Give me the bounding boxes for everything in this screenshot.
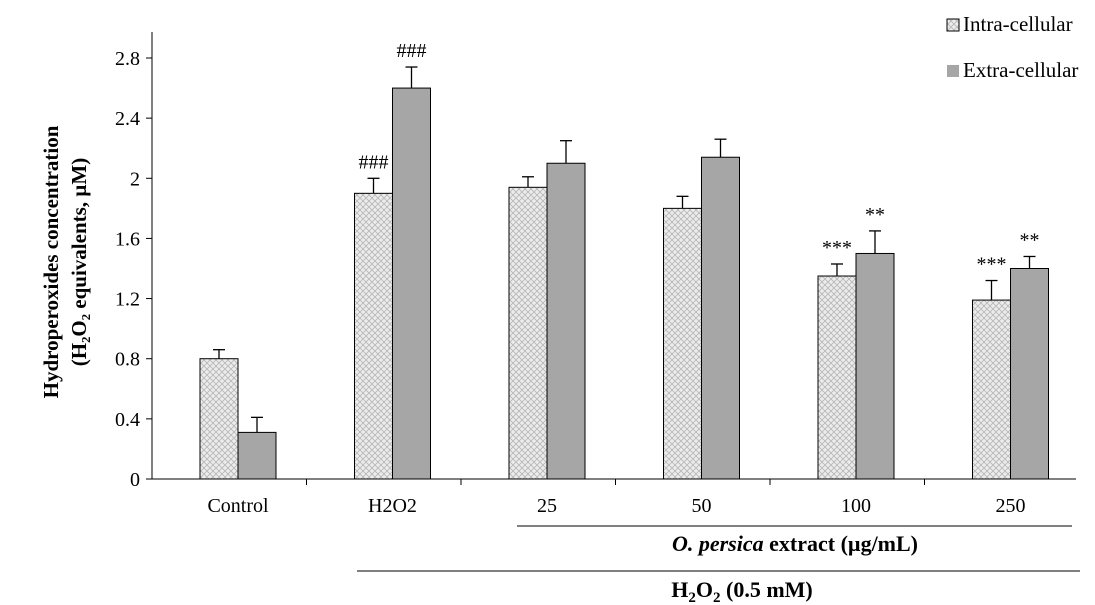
y-tick-label: 0.4: [115, 409, 140, 431]
x-tick-label: 50: [692, 495, 712, 517]
bar-extra-0: [237, 431, 277, 480]
significance-label: ***: [822, 237, 852, 259]
legend: Intra-cellular Extra-cellular: [946, 12, 1078, 82]
bar-intra-5: [972, 299, 1011, 480]
bar-extra-3: [701, 156, 740, 480]
bar-intra-4: [817, 275, 857, 480]
significance-label: ###: [359, 151, 389, 173]
x-tick-label: Control: [207, 495, 269, 517]
significance-label: ***: [977, 254, 1007, 276]
significance-label: **: [865, 204, 885, 226]
bar-extra-5: [1010, 268, 1049, 480]
y-tick-label: 0: [130, 469, 140, 491]
bar-extra-4: [855, 252, 895, 480]
y-tick-label: 2.4: [115, 108, 140, 130]
x-tick-label: 25: [537, 495, 557, 517]
legend-swatch-extra: [947, 65, 959, 77]
legend-label-intra: Intra-cellular: [963, 12, 1073, 36]
x-tick-label: 250: [996, 495, 1026, 517]
x-tick-label: H2O2: [368, 495, 417, 517]
treatment-group-label: H2O2 (0.5 mM): [671, 577, 813, 605]
bar-intra-2: [508, 186, 548, 480]
y-tick-label: 1.6: [115, 228, 140, 250]
y-tick-label: 2.8: [115, 48, 140, 70]
y-axis-label-line1: Hydroperoxides concentration: [39, 125, 63, 398]
significance-label: **: [1020, 229, 1040, 251]
x-tick-label: 100: [841, 495, 871, 517]
bar-intra-3: [663, 207, 702, 480]
bar-intra-1: [354, 192, 393, 480]
bar-intra-0: [199, 358, 239, 480]
bar-extra-2: [546, 162, 586, 480]
extract-group-label: O. persica extract (µg/mL): [672, 531, 918, 556]
y-axis-label-line2: (H₂O₂ equivalents, µM): [67, 158, 91, 366]
significance-label: ###: [397, 40, 427, 62]
legend-label-extra: Extra-cellular: [963, 58, 1078, 82]
y-tick-label: 0.8: [115, 349, 140, 371]
legend-swatch-intra: [946, 18, 960, 32]
bar-extra-1: [392, 87, 431, 480]
y-tick-label: 2: [130, 168, 140, 190]
y-tick-label: 1.2: [115, 289, 140, 311]
